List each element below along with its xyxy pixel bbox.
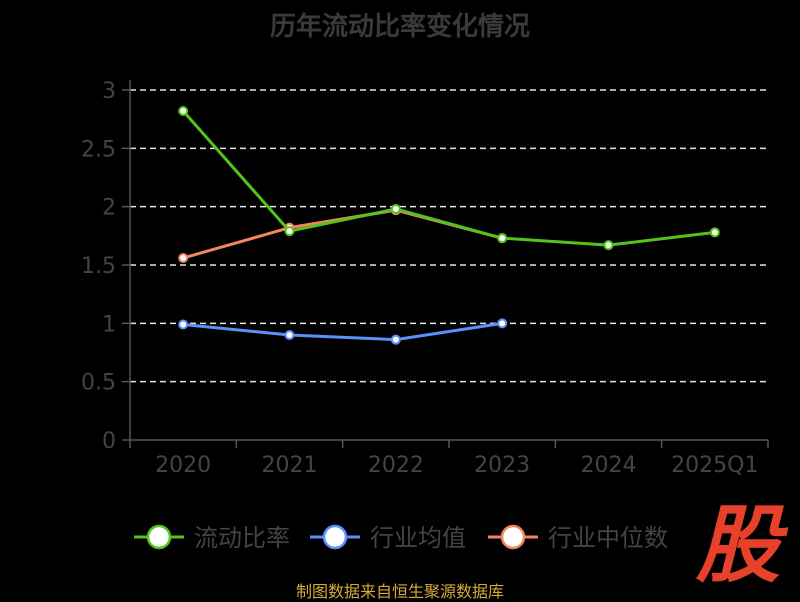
series-line-0	[182, 110, 716, 247]
x-tick-label: 2022	[368, 453, 424, 478]
series-lines	[178, 106, 720, 345]
data-point	[497, 318, 508, 329]
y-tick-label: 1	[102, 312, 116, 337]
legend[interactable]: 流动比率 行业均值 行业中位数	[134, 524, 668, 552]
data-point	[390, 204, 401, 214]
series-line-2	[182, 208, 503, 260]
x-tick-label: 2021	[262, 453, 318, 478]
source-note: 制图数据来自恒生聚源数据库	[295, 582, 504, 601]
legend-marker	[322, 524, 348, 550]
data-point	[603, 240, 614, 251]
legend-label: 行业均值	[370, 524, 466, 552]
legend-label: 行业中位数	[548, 524, 668, 552]
y-tick-label: 2	[102, 196, 116, 221]
legend-label: 流动比率	[194, 524, 290, 552]
watermark-logo: 股	[695, 496, 780, 594]
grid-lines	[130, 89, 768, 383]
chart-title: 历年流动比率变化情况	[269, 12, 530, 42]
data-point	[390, 334, 401, 345]
y-tick-label: 2.5	[81, 137, 116, 162]
x-tick-label: 2023	[474, 453, 530, 478]
legend-marker	[146, 524, 172, 550]
series-line-1	[183, 321, 503, 342]
y-tick-label: 0.5	[81, 371, 116, 396]
data-point	[497, 233, 508, 244]
data-point	[284, 226, 295, 237]
y-tick-label: 3	[102, 79, 116, 104]
legend-marker	[500, 524, 526, 550]
y-tick-label: 1.5	[81, 254, 116, 279]
y-tick-label: 0	[102, 429, 116, 454]
x-tick-label: 2024	[581, 453, 637, 478]
data-point	[178, 253, 189, 263]
data-point	[178, 319, 189, 330]
data-point	[284, 330, 295, 340]
x-tick-label: 2025Q1	[671, 453, 758, 478]
data-point	[709, 227, 720, 238]
axes: 0 0.5 1 1.5 2 2.5 3 2020 2021 2022 2023 2024 2025Q1	[81, 79, 769, 478]
x-tick-label: 2020	[155, 453, 211, 478]
data-point	[178, 106, 189, 116]
